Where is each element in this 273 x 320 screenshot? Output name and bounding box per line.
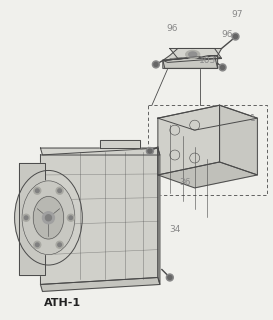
Polygon shape xyxy=(170,49,222,59)
Circle shape xyxy=(35,243,39,247)
Polygon shape xyxy=(158,105,219,175)
Ellipse shape xyxy=(186,51,200,59)
Ellipse shape xyxy=(33,196,64,239)
Circle shape xyxy=(43,212,54,224)
Circle shape xyxy=(69,216,73,220)
Circle shape xyxy=(232,33,239,40)
Circle shape xyxy=(34,241,41,248)
Circle shape xyxy=(233,35,238,38)
Text: 97: 97 xyxy=(232,10,243,19)
Circle shape xyxy=(221,65,225,69)
Circle shape xyxy=(154,62,158,67)
Polygon shape xyxy=(158,105,257,130)
Text: 103: 103 xyxy=(199,56,216,65)
Text: ATH-1: ATH-1 xyxy=(44,298,81,308)
Polygon shape xyxy=(163,49,222,60)
Circle shape xyxy=(58,189,61,193)
Text: 96: 96 xyxy=(222,30,233,39)
Ellipse shape xyxy=(15,171,82,265)
Circle shape xyxy=(58,243,61,247)
Circle shape xyxy=(46,215,51,221)
Polygon shape xyxy=(163,55,222,62)
Polygon shape xyxy=(40,148,158,284)
Circle shape xyxy=(146,148,153,155)
Ellipse shape xyxy=(22,181,75,255)
Polygon shape xyxy=(19,163,46,275)
Circle shape xyxy=(35,189,39,193)
Circle shape xyxy=(168,276,172,279)
Circle shape xyxy=(148,149,152,153)
Circle shape xyxy=(152,61,159,68)
Polygon shape xyxy=(219,105,257,175)
Text: 96: 96 xyxy=(166,24,177,33)
Circle shape xyxy=(166,274,173,281)
Polygon shape xyxy=(100,140,140,148)
Text: 1: 1 xyxy=(250,114,255,123)
Polygon shape xyxy=(163,55,218,68)
Circle shape xyxy=(34,187,41,194)
Text: 36: 36 xyxy=(179,179,191,188)
Polygon shape xyxy=(158,162,257,188)
Circle shape xyxy=(24,216,28,220)
Polygon shape xyxy=(163,55,218,68)
Polygon shape xyxy=(158,148,160,284)
Ellipse shape xyxy=(189,52,197,57)
Circle shape xyxy=(23,214,29,221)
Circle shape xyxy=(219,64,226,71)
Polygon shape xyxy=(40,277,160,292)
Circle shape xyxy=(67,214,74,221)
Text: 34: 34 xyxy=(169,225,180,234)
Circle shape xyxy=(56,187,63,194)
Circle shape xyxy=(56,241,63,248)
Polygon shape xyxy=(40,148,160,155)
